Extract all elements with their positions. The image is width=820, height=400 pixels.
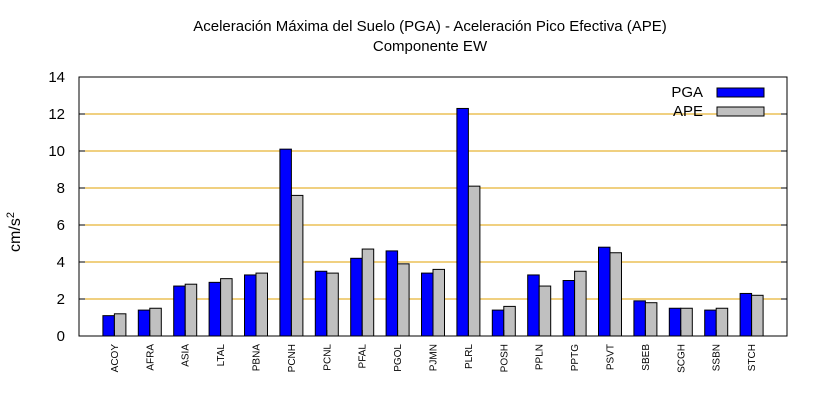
bar-pga-acoy bbox=[102, 315, 115, 337]
bar-ape-sbeb bbox=[644, 302, 658, 337]
bar-ape-stch bbox=[751, 294, 764, 337]
bar-pga-stch bbox=[739, 292, 753, 337]
bar-pga-plrl bbox=[456, 107, 469, 337]
bar-ape-plrl bbox=[467, 185, 481, 337]
bar-pga-pptg bbox=[562, 280, 576, 337]
y-axis-label: cm/s2 bbox=[5, 212, 24, 252]
bar-ape-pcnl bbox=[326, 272, 339, 337]
x-tick-label: ASIA bbox=[181, 344, 192, 367]
bar-pga-ssbn bbox=[704, 309, 717, 337]
bar-ape-ltal bbox=[220, 278, 233, 337]
bar-ape-pjmn bbox=[432, 268, 445, 337]
bar-ape-posh bbox=[503, 305, 516, 337]
y-tick-label: 14 bbox=[48, 69, 65, 86]
legend-label-ape: APE bbox=[673, 103, 703, 120]
bar-ape-pptg bbox=[574, 270, 587, 337]
x-tick-label: AFRA bbox=[145, 344, 156, 371]
x-tick-label: PGOL bbox=[393, 344, 404, 372]
x-tick-label: STCH bbox=[747, 344, 758, 371]
x-tick-label: PPLN bbox=[535, 344, 546, 370]
bar-pga-ltal bbox=[208, 281, 222, 337]
y-tick-label: 8 bbox=[57, 180, 65, 197]
bar-ape-pgol bbox=[397, 263, 410, 337]
x-tick-label: PLRL bbox=[464, 344, 475, 369]
bar-ape-scgh bbox=[680, 307, 693, 337]
bar-ape-ppln bbox=[538, 285, 552, 337]
legend-swatch-ape bbox=[716, 106, 765, 117]
x-tick-label: PFAL bbox=[358, 344, 369, 369]
bar-ape-pbna bbox=[255, 272, 268, 337]
bar-pga-asia bbox=[173, 285, 186, 337]
y-tick-label: 10 bbox=[48, 143, 65, 160]
x-tick-label: SBEB bbox=[641, 344, 652, 371]
bar-ape-afra bbox=[149, 307, 162, 337]
x-tick-label: PBNA bbox=[252, 344, 263, 372]
grid-lines bbox=[79, 113, 787, 300]
bar-ape-ssbn bbox=[715, 307, 729, 337]
x-tick-labels: ACOY AFRA ASIA LTAL PBNA PCNH PCNL PFAL PGOL PJMN… bbox=[110, 330, 758, 373]
bar-ape-pcnh bbox=[290, 194, 304, 337]
chart-title: Aceleración Máxima del Suelo (PGA) - Ace… bbox=[193, 18, 667, 35]
bar-pga-pcnl bbox=[314, 270, 328, 337]
bar-pga-pfal bbox=[350, 257, 363, 337]
bar-pga-pbna bbox=[244, 274, 257, 337]
bar-pga-afra bbox=[137, 309, 151, 337]
x-tick-label: SCGH bbox=[676, 344, 687, 373]
y-tick-label: 2 bbox=[57, 291, 65, 308]
x-tick-label: PSVT bbox=[606, 344, 617, 370]
x-tick-label: PCNL bbox=[322, 344, 333, 371]
bars bbox=[102, 107, 764, 337]
bar-ape-psvt bbox=[609, 252, 622, 337]
bar-pga-pcnh bbox=[279, 148, 292, 337]
y-ticks: 0 2 4 6 8 10 12 14 bbox=[48, 69, 787, 345]
bar-pga-ppln bbox=[527, 274, 540, 337]
bar-ape-pfal bbox=[361, 248, 375, 337]
bar-pga-sbeb bbox=[633, 300, 646, 337]
legend-swatch-pga bbox=[716, 87, 765, 98]
bar-ape-asia bbox=[184, 283, 198, 337]
x-tick-label: SSBN bbox=[712, 344, 723, 371]
legend-label-pga: PGA bbox=[671, 84, 703, 101]
x-tick-label: ACOY bbox=[110, 344, 121, 373]
y-tick-label: 4 bbox=[57, 254, 65, 271]
y-tick-label: 0 bbox=[57, 328, 65, 345]
x-tick-label: LTAL bbox=[216, 344, 227, 367]
y-axis-label-superscript: 2 bbox=[5, 212, 17, 218]
bar-ape-acoy bbox=[113, 313, 127, 337]
bar-pga-scgh bbox=[668, 307, 682, 337]
y-tick-label: 12 bbox=[48, 106, 65, 123]
x-tick-label: PCNH bbox=[287, 344, 298, 372]
x-tick-label: PJMN bbox=[429, 344, 440, 371]
chart-subtitle: Componente EW bbox=[373, 38, 488, 55]
bar-pga-pjmn bbox=[421, 272, 434, 337]
bar-pga-posh bbox=[491, 309, 505, 337]
bar-pga-psvt bbox=[598, 246, 611, 337]
x-tick-label: POSH bbox=[499, 344, 510, 372]
bar-pga-pgol bbox=[385, 250, 399, 337]
legend: PGA APE bbox=[671, 84, 765, 120]
x-tick-label: PPTG bbox=[570, 344, 581, 371]
y-tick-label: 6 bbox=[57, 217, 65, 234]
